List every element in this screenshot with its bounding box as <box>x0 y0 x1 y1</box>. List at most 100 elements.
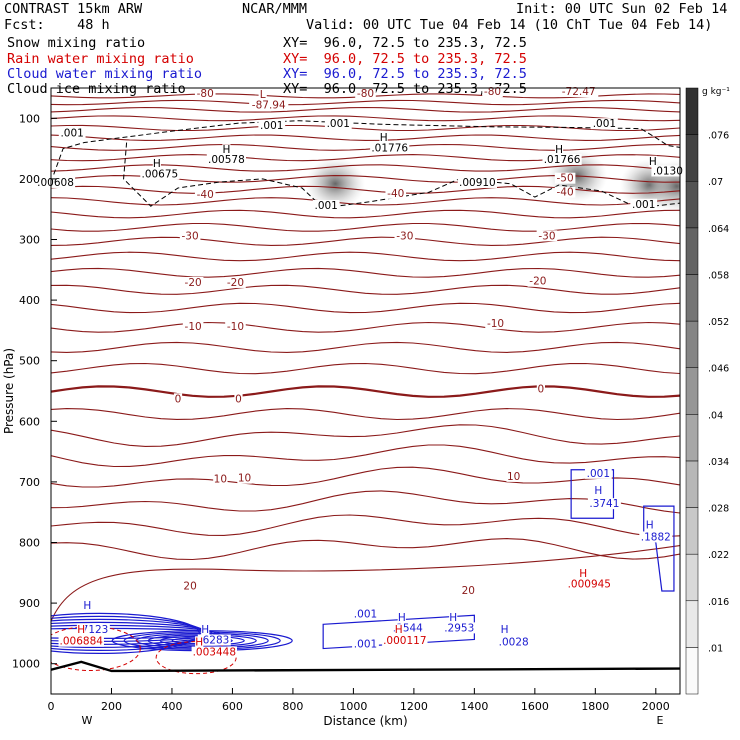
cloud-water-label: .6283 <box>199 634 229 646</box>
rain-label: H <box>195 636 203 648</box>
isotherm-line <box>51 544 680 622</box>
isotherm-line <box>51 209 680 219</box>
rain-label-bg <box>191 646 237 658</box>
snow-label-bg <box>554 144 564 156</box>
cloud-water-label-bg <box>497 636 531 648</box>
colorbar-tick-label: .01 <box>708 643 723 654</box>
isotherm-line <box>51 99 680 106</box>
isotherm-line <box>51 134 680 141</box>
colorbar-segment <box>685 507 699 555</box>
isotherm-line <box>51 222 680 232</box>
y-tick-label: 500 <box>19 355 40 368</box>
colorbar-segment <box>685 320 699 368</box>
temperature-label-bg <box>234 393 243 405</box>
colorbar-segment <box>685 460 699 508</box>
snow-label: .0130 <box>653 165 683 177</box>
isotherm-line <box>51 424 680 447</box>
field-name-rain: Rain water mixing ratio <box>7 51 194 67</box>
cloud-water-label: H <box>201 624 209 636</box>
isotherm-line <box>51 115 680 122</box>
temperature-label: -50 <box>557 173 574 185</box>
colorbar-tick-label: .016 <box>708 597 729 608</box>
temperature-label-bg <box>559 86 599 98</box>
cloud-water-label-bg <box>587 498 621 510</box>
temperature-label-bg <box>225 321 246 333</box>
x-tick-label: 400 <box>161 700 182 713</box>
snow-label: .001 <box>314 200 337 212</box>
temperature-label: -40 <box>197 189 214 201</box>
field-name-cloud-water: Cloud water mixing ratio <box>7 66 203 82</box>
temperature-label: -20 <box>529 276 546 288</box>
terrain-line <box>50 660 681 673</box>
temperature-label-bg <box>527 275 549 287</box>
y-tick-label: 1000 <box>12 658 40 671</box>
isotherm-line <box>51 444 680 468</box>
temperature-label-bg <box>194 87 216 99</box>
temperature-label: -30 <box>538 230 555 242</box>
temperature-label: 10 <box>238 473 251 485</box>
temperature-label: 20 <box>462 585 475 597</box>
temperature-label-bg <box>536 383 545 395</box>
cloud-water-contour <box>322 614 475 650</box>
colorbar-tick-label: .046 <box>708 364 729 375</box>
colorbar-tick-label: .058 <box>708 270 729 281</box>
snow-label: .00578 <box>208 154 245 166</box>
colorbar-segment <box>685 367 699 415</box>
colorbar-tick-label: .028 <box>708 504 729 515</box>
colorbar-tick-label: .076 <box>708 131 729 142</box>
colorbar-segment <box>685 180 699 229</box>
temperature-label: -10 <box>185 321 202 333</box>
temperature-label: -10 <box>227 321 244 333</box>
temperature-label: 10 <box>507 471 520 483</box>
colorbar-segment <box>685 87 699 135</box>
cloud-water-label: .2953 <box>444 622 474 634</box>
snow-label-bg <box>312 199 340 211</box>
x-tick-label: 1200 <box>400 700 428 713</box>
snow-label: .001 <box>593 118 616 130</box>
snow-label-bg <box>651 165 685 177</box>
temperature-label-bg <box>461 584 476 596</box>
x-tick-label: 600 <box>222 700 243 713</box>
cloud-water-label-bg <box>645 519 654 531</box>
rain-contour <box>155 641 237 675</box>
temperature-label-bg <box>554 172 576 184</box>
cloud-water-label-bg <box>639 531 673 543</box>
snow-label-bg <box>457 176 497 188</box>
cloud-water-label: .001 <box>354 608 377 620</box>
cloud-water-label: H <box>83 600 91 612</box>
cloud-water-label: H <box>594 485 602 497</box>
y-tick-label: 200 <box>19 173 40 186</box>
colorbar-unit: g kg⁻¹ <box>702 87 730 97</box>
colorbar-segment <box>685 227 699 275</box>
colorbar-segment <box>685 134 699 182</box>
snow-label-bg <box>542 153 582 165</box>
east-endpoint-label: E <box>657 714 664 727</box>
cloud-water-label: .1882 <box>641 531 671 543</box>
chart-title: CONTRAST 15km ARW <box>4 1 143 17</box>
y-tick-label: 300 <box>19 234 40 247</box>
cloud-water-label-bg <box>197 634 231 646</box>
isotherm-line <box>51 236 680 246</box>
temperature-label-bg <box>355 87 376 99</box>
field-xy-cloud-water: XY= 96.0, 72.5 to 235.3, 72.5 <box>283 66 527 82</box>
snow-label: .001 <box>632 199 655 211</box>
isotherm-line <box>51 143 680 151</box>
x-tick-label: 800 <box>282 700 303 713</box>
cloud-water-label-bg <box>594 484 603 496</box>
snow-label-bg <box>140 168 180 180</box>
snow-label: .001 <box>60 127 83 139</box>
temperature-label: 0 <box>235 393 242 405</box>
field-xy-snow: XY= 96.0, 72.5 to 235.3, 72.5 <box>283 35 527 51</box>
snow-label: .00675 <box>141 168 178 180</box>
snow-label-bg <box>152 158 161 170</box>
isotherm-line <box>51 385 680 398</box>
snow-label-bg <box>630 198 658 210</box>
temperature-label: L <box>260 89 266 101</box>
organization: NCAR/MMM <box>242 1 308 17</box>
isotherm-line <box>51 408 680 421</box>
snow-label: H <box>649 156 657 168</box>
temperature-label-bg <box>225 276 246 288</box>
temperature-label-bg <box>194 189 216 201</box>
cloud-water-label: .3741 <box>589 498 619 510</box>
